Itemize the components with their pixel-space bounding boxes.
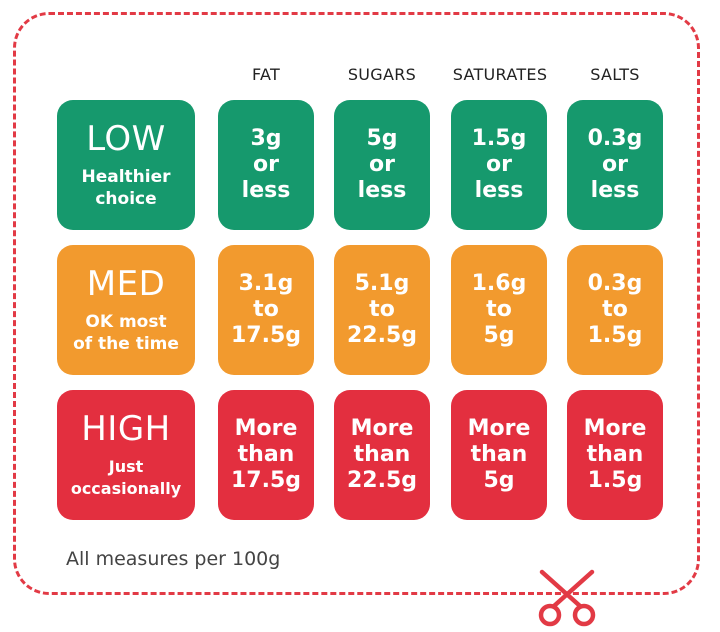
value-line: 17.5g: [230, 468, 302, 493]
level-description: OK most of the time: [73, 311, 179, 355]
level-description-line: Healthier: [81, 167, 171, 187]
value-line: More: [350, 416, 414, 441]
value-line: less: [241, 178, 291, 203]
level-description-line: OK most: [85, 312, 167, 332]
value-line: than: [470, 442, 528, 467]
value-line: 1.5g: [587, 468, 643, 493]
value-tile-low-fat: 3g or less: [218, 100, 314, 230]
value-tile-high-saturates: More than 5g: [451, 390, 547, 520]
level-name: MED: [86, 264, 166, 304]
level-name: HIGH: [81, 409, 171, 449]
scissors-icon: [538, 569, 596, 627]
column-header-salts: SALTS: [590, 65, 640, 84]
level-description-line: of the time: [73, 334, 179, 354]
value-tile-med-salts: 0.3g to 1.5g: [567, 245, 663, 375]
value-line: 1.5g: [587, 323, 643, 348]
value-line: than: [237, 442, 295, 467]
level-description: Just occasionally: [71, 456, 181, 500]
value-line: than: [353, 442, 411, 467]
value-line: or: [486, 152, 512, 177]
column-header-saturates: SATURATES: [452, 65, 548, 84]
value-tile-med-saturates: 1.6g to 5g: [451, 245, 547, 375]
value-line: 5g: [366, 126, 398, 151]
column-header-sugars: SUGARS: [347, 65, 417, 84]
value-line: More: [583, 416, 647, 441]
value-line: 22.5g: [346, 323, 418, 348]
value-tile-low-sugars: 5g or less: [334, 100, 430, 230]
footnote: All measures per 100g: [66, 548, 281, 570]
level-tile-low: LOW Healthier choice: [57, 100, 195, 230]
level-name: LOW: [86, 119, 166, 159]
value-line: 5g: [483, 323, 515, 348]
value-line: than: [586, 442, 644, 467]
column-header-fat: FAT: [251, 65, 281, 84]
value-line: 0.3g: [587, 126, 643, 151]
value-line: less: [474, 178, 524, 203]
value-line: 22.5g: [346, 468, 418, 493]
value-line: or: [253, 152, 279, 177]
level-tile-med: MED OK most of the time: [57, 245, 195, 375]
level-description-line: choice: [95, 189, 157, 209]
value-line: 0.3g: [587, 271, 643, 296]
value-line: 1.5g: [471, 126, 527, 151]
value-line: 5g: [483, 468, 515, 493]
value-line: 3g: [250, 126, 282, 151]
value-line: to: [602, 297, 628, 322]
value-tile-med-fat: 3.1g to 17.5g: [218, 245, 314, 375]
cut-out-card: [13, 12, 700, 595]
level-description-line: Just: [108, 457, 144, 476]
value-tile-low-salts: 0.3g or less: [567, 100, 663, 230]
value-line: or: [369, 152, 395, 177]
value-line: 1.6g: [471, 271, 527, 296]
value-tile-med-sugars: 5.1g to 22.5g: [334, 245, 430, 375]
value-line: less: [357, 178, 407, 203]
level-description-line: occasionally: [70, 479, 182, 498]
value-line: to: [253, 297, 279, 322]
value-line: to: [486, 297, 512, 322]
level-tile-high: HIGH Just occasionally: [57, 390, 195, 520]
value-tile-high-fat: More than 17.5g: [218, 390, 314, 520]
level-description: Healthier choice: [81, 166, 170, 210]
value-tile-low-saturates: 1.5g or less: [451, 100, 547, 230]
value-line: More: [234, 416, 298, 441]
value-tile-high-sugars: More than 22.5g: [334, 390, 430, 520]
value-line: 17.5g: [230, 323, 302, 348]
value-line: to: [369, 297, 395, 322]
value-line: 5.1g: [354, 271, 410, 296]
value-line: or: [602, 152, 628, 177]
value-tile-high-salts: More than 1.5g: [567, 390, 663, 520]
value-line: More: [467, 416, 531, 441]
value-line: less: [590, 178, 640, 203]
value-line: 3.1g: [238, 271, 294, 296]
